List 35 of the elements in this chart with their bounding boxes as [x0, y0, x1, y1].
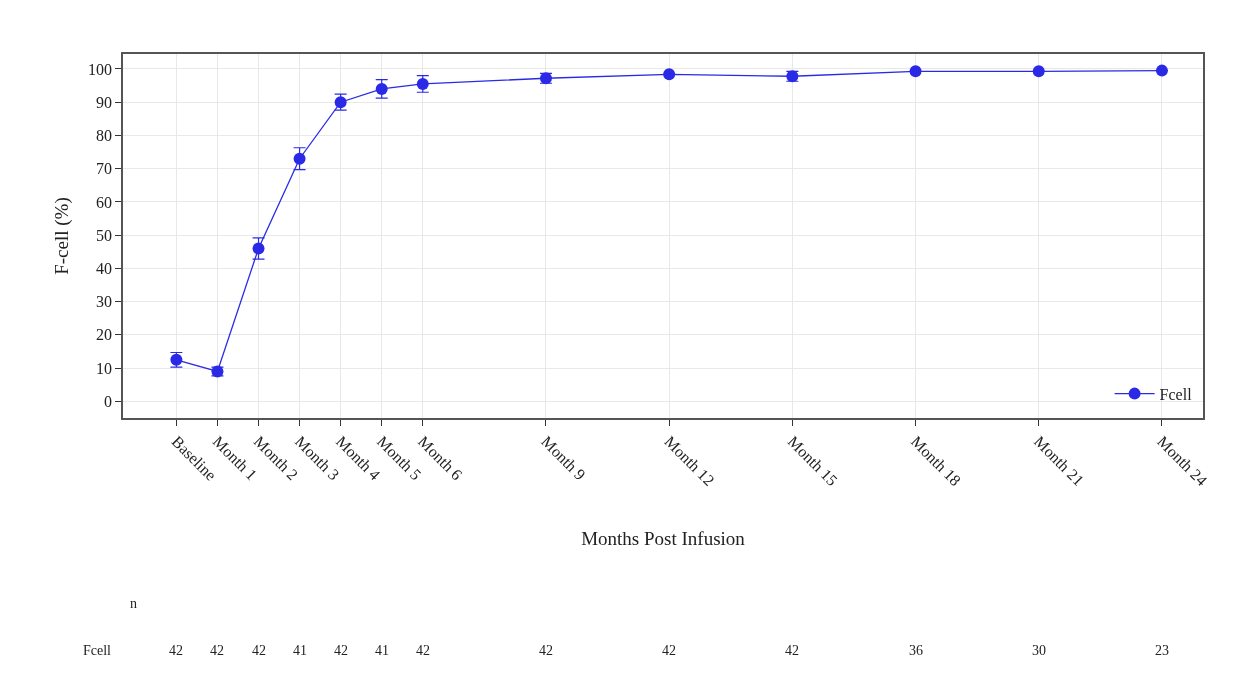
- text: Fcell: [83, 643, 112, 658]
- y-tick-label: 20: [96, 326, 113, 344]
- text: 42: [416, 643, 430, 658]
- text: 41: [293, 643, 307, 658]
- y-tick-label: 60: [96, 193, 113, 211]
- y-axis-title: F-cell (%): [51, 197, 74, 275]
- text: 42: [334, 643, 348, 658]
- point: [909, 65, 922, 78]
- text: 42: [169, 643, 183, 658]
- point: [663, 68, 676, 81]
- text: 42: [785, 643, 799, 658]
- y-tick-label: 90: [96, 93, 113, 111]
- point: [252, 242, 265, 255]
- y-tick-label: 10: [96, 359, 113, 377]
- text: 42: [252, 643, 266, 658]
- text: 42: [210, 643, 224, 658]
- y-tick-label: 70: [96, 160, 113, 178]
- point: [293, 152, 306, 165]
- text: 41: [375, 643, 389, 658]
- text: 30: [1032, 643, 1046, 658]
- text: 42: [662, 643, 676, 658]
- y-tick-label: 40: [96, 260, 113, 278]
- point: [1155, 64, 1168, 77]
- text: n: [130, 596, 137, 611]
- y-tick-label: 80: [96, 127, 113, 145]
- y-tick-label: 0: [104, 392, 113, 410]
- x-axis-title: Months Post Infusion: [581, 528, 746, 550]
- text: 42: [539, 643, 553, 658]
- point: [1032, 65, 1045, 78]
- y-tick-label: 100: [88, 60, 113, 78]
- text: 23: [1155, 643, 1169, 658]
- legend-label: Fcell: [1159, 385, 1193, 403]
- y-tick-label: 50: [96, 226, 113, 244]
- y-tick-label: 30: [96, 293, 113, 311]
- text: 36: [909, 643, 923, 658]
